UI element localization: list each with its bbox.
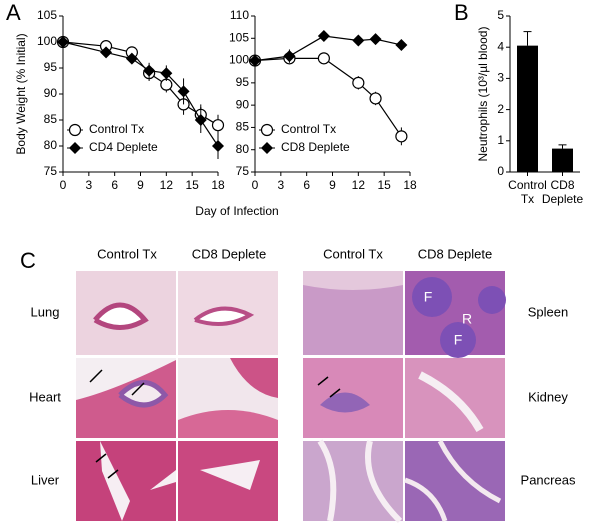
legend-marker — [68, 123, 82, 137]
y-tick-label: 100 — [229, 53, 249, 67]
row-label: Kidney — [528, 389, 568, 404]
y-tick-label: 5 — [497, 8, 504, 22]
y-axis-label: Body Weight (% Initial) — [14, 33, 28, 154]
marker — [317, 30, 330, 43]
x-tick-label: Control Tx — [508, 178, 547, 206]
y-tick-label: 90 — [236, 97, 250, 111]
y-tick-label: 105 — [37, 8, 57, 22]
x-tick-label: 18 — [211, 178, 225, 192]
row-label: Heart — [29, 389, 61, 404]
image-annotation: F — [454, 332, 463, 348]
y-tick-label: 4 — [497, 39, 504, 53]
y-tick-label: 2 — [497, 102, 504, 116]
y-tick-label: 95 — [44, 60, 58, 74]
marker — [249, 54, 261, 67]
y-tick-label: 0 — [497, 164, 504, 178]
x-tick-label: 15 — [377, 178, 391, 192]
column-header: CD8 Deplete — [192, 246, 266, 261]
x-tick-label: 3 — [277, 178, 284, 192]
marker — [283, 50, 296, 63]
y-tick-label: 85 — [236, 120, 250, 134]
y-tick-label: 80 — [236, 142, 250, 156]
marker — [143, 64, 156, 77]
marker — [125, 52, 138, 65]
bar — [552, 148, 573, 172]
panel-label: A — [6, 0, 21, 25]
legend-label: Control Tx — [89, 122, 144, 136]
y-tick-label: 3 — [497, 71, 504, 85]
legend-marker — [261, 142, 273, 154]
marker — [395, 38, 408, 51]
marker — [160, 67, 173, 80]
legend-marker — [260, 123, 274, 137]
bar — [517, 45, 538, 172]
column-header: CD8 Deplete — [418, 246, 492, 261]
y-tick-label: 85 — [44, 112, 58, 126]
marker — [100, 46, 113, 59]
y-tick-label: 75 — [236, 164, 250, 178]
legend-marker — [69, 142, 81, 154]
marker — [369, 33, 382, 46]
y-tick-label: 100 — [37, 34, 57, 48]
panel-label: B — [454, 0, 469, 25]
x-tick-label: 12 — [160, 178, 174, 192]
row-label: Liver — [31, 472, 60, 487]
marker — [395, 130, 408, 143]
x-tick-label: CD8 Deplete — [541, 178, 584, 206]
image-annotation: F — [424, 289, 433, 305]
column-header: Control Tx — [97, 246, 157, 261]
y-tick-label: 80 — [44, 138, 58, 152]
legend-label: Control Tx — [281, 122, 336, 136]
y-tick-label: 95 — [236, 75, 250, 89]
legend-label: CD4 Deplete — [89, 140, 158, 154]
marker — [177, 85, 190, 98]
image-annotation: R — [462, 311, 472, 327]
x-tick-label: 6 — [111, 178, 118, 192]
marker — [211, 119, 225, 132]
histology-images — [76, 271, 506, 524]
x-tick-label: 15 — [185, 178, 199, 192]
column-header: Control Tx — [323, 246, 383, 261]
row-label: Pancreas — [521, 472, 576, 487]
y-tick-label: 90 — [44, 86, 58, 100]
marker — [194, 114, 207, 126]
y-tick-label: 75 — [44, 164, 58, 178]
x-tick-label: 18 — [403, 178, 417, 192]
series-line — [62, 41, 219, 126]
x-tick-label: 0 — [60, 178, 67, 192]
marker — [57, 36, 69, 48]
y-tick-label: 110 — [230, 8, 249, 22]
marker — [212, 140, 224, 152]
row-label: Lung — [31, 304, 60, 319]
marker — [317, 52, 330, 65]
x-tick-label: 0 — [252, 178, 259, 192]
y-tick-label: 1 — [497, 133, 504, 147]
x-tick-label: 6 — [303, 178, 310, 192]
marker — [369, 92, 382, 105]
legend-label: CD8 Deplete — [281, 140, 350, 154]
x-tick-label: 3 — [85, 178, 92, 192]
y-axis-label: Neutrophils (10³/µl blood) — [476, 27, 490, 162]
marker — [352, 34, 365, 47]
x-tick-label: 9 — [137, 178, 144, 192]
row-label: Spleen — [528, 304, 568, 319]
x-tick-label: 12 — [352, 178, 366, 192]
panel-label: C — [20, 248, 36, 273]
y-tick-label: 105 — [229, 30, 249, 44]
x-axis-label: Day of Infection — [195, 204, 278, 218]
marker — [352, 76, 365, 89]
x-tick-label: 9 — [329, 178, 336, 192]
